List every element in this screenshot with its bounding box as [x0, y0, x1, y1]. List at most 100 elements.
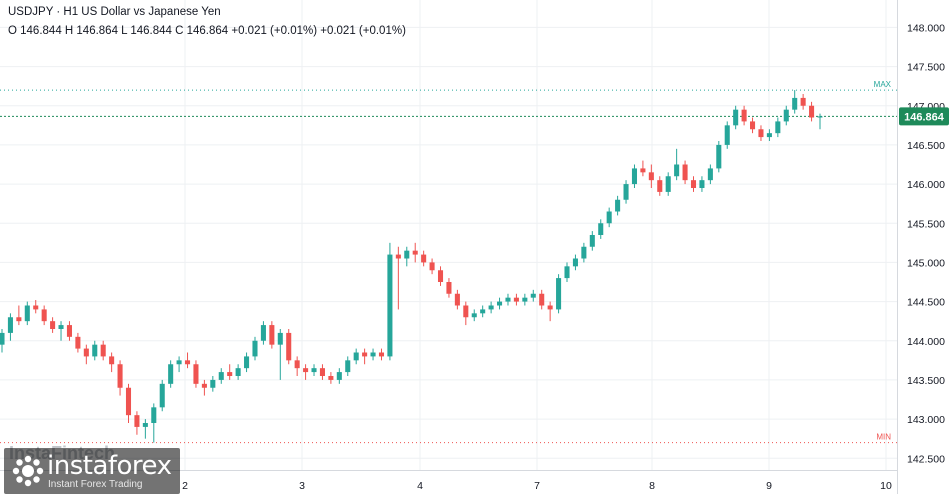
candle[interactable] [724, 121, 730, 149]
candle[interactable] [404, 246, 410, 267]
candle[interactable] [589, 231, 595, 251]
candle[interactable] [269, 321, 275, 349]
candle[interactable] [235, 364, 241, 380]
candle[interactable] [741, 105, 747, 126]
candle[interactable] [733, 105, 739, 130]
candle[interactable] [0, 329, 5, 353]
candle[interactable] [615, 195, 621, 216]
candle[interactable] [665, 172, 671, 196]
candle[interactable] [218, 368, 224, 384]
candle[interactable] [328, 372, 334, 384]
candle[interactable] [581, 242, 587, 263]
candle[interactable] [100, 340, 106, 361]
candle[interactable] [201, 379, 207, 396]
candle[interactable] [606, 207, 612, 228]
candle[interactable] [125, 383, 132, 423]
candle[interactable] [682, 160, 688, 185]
candle[interactable] [353, 348, 359, 365]
candle[interactable] [809, 101, 815, 122]
candle[interactable] [362, 348, 368, 365]
candle[interactable] [395, 246, 401, 310]
candle[interactable] [41, 305, 47, 326]
candle[interactable] [109, 352, 115, 373]
candle[interactable] [657, 176, 663, 196]
candle[interactable] [286, 329, 292, 365]
candle[interactable] [7, 313, 13, 341]
candle[interactable] [513, 293, 519, 306]
candle[interactable] [50, 317, 56, 333]
candle[interactable] [421, 250, 427, 267]
candle[interactable] [24, 301, 30, 326]
candle[interactable] [176, 356, 182, 373]
candle[interactable] [497, 297, 503, 310]
candle[interactable] [345, 356, 351, 376]
candle[interactable] [530, 289, 536, 302]
candle[interactable] [572, 254, 578, 271]
candle[interactable] [674, 148, 680, 181]
candle[interactable] [800, 94, 806, 110]
candle[interactable] [370, 348, 376, 361]
candle[interactable] [429, 258, 435, 275]
candle[interactable] [92, 340, 98, 361]
candle[interactable] [623, 180, 629, 204]
candle[interactable] [66, 321, 72, 341]
candle[interactable] [716, 141, 722, 173]
candle[interactable] [303, 364, 309, 380]
candle[interactable] [598, 219, 604, 239]
candle[interactable] [522, 293, 528, 306]
candle[interactable] [75, 332, 81, 353]
candle[interactable] [159, 379, 165, 412]
candle[interactable] [336, 368, 342, 384]
candle[interactable] [547, 301, 553, 322]
candle[interactable] [690, 176, 697, 192]
candle[interactable] [648, 164, 654, 189]
candle[interactable] [210, 376, 216, 392]
candle[interactable] [244, 352, 250, 373]
candle[interactable] [454, 289, 460, 310]
candle[interactable] [260, 321, 266, 345]
candle[interactable] [252, 336, 258, 361]
candle[interactable] [631, 164, 638, 189]
candle[interactable] [488, 301, 494, 314]
candle[interactable] [16, 305, 22, 326]
candle[interactable] [151, 403, 157, 443]
candle[interactable] [294, 356, 300, 376]
candle[interactable] [446, 278, 452, 298]
candle[interactable] [556, 274, 562, 314]
candle[interactable] [471, 309, 477, 322]
candle[interactable] [378, 348, 385, 361]
candle[interactable] [277, 329, 283, 380]
candle[interactable] [699, 176, 705, 192]
candle[interactable] [564, 262, 570, 282]
candle[interactable] [227, 364, 233, 380]
candle[interactable] [480, 305, 486, 318]
candle[interactable] [412, 242, 418, 263]
candle[interactable] [766, 129, 772, 141]
candle[interactable] [783, 105, 789, 126]
candle[interactable] [758, 125, 764, 141]
candle[interactable] [193, 360, 199, 388]
candle[interactable] [134, 411, 140, 435]
candle[interactable] [505, 293, 511, 306]
candle[interactable] [168, 360, 174, 388]
candle[interactable] [792, 90, 798, 114]
candle[interactable] [437, 266, 444, 286]
candle[interactable] [707, 164, 713, 185]
candle[interactable] [640, 160, 646, 177]
candle[interactable] [117, 360, 123, 396]
candle[interactable] [58, 321, 64, 341]
candle[interactable] [775, 117, 781, 138]
candle[interactable] [184, 352, 191, 369]
candle[interactable] [33, 300, 39, 314]
candle[interactable] [463, 301, 469, 326]
candle[interactable] [387, 242, 393, 361]
candle[interactable] [750, 117, 756, 134]
candle[interactable] [311, 364, 317, 376]
candle[interactable] [83, 344, 89, 365]
candle[interactable] [142, 419, 148, 439]
candle[interactable] [817, 113, 823, 130]
candle[interactable] [319, 364, 325, 380]
candle[interactable] [539, 289, 545, 310]
